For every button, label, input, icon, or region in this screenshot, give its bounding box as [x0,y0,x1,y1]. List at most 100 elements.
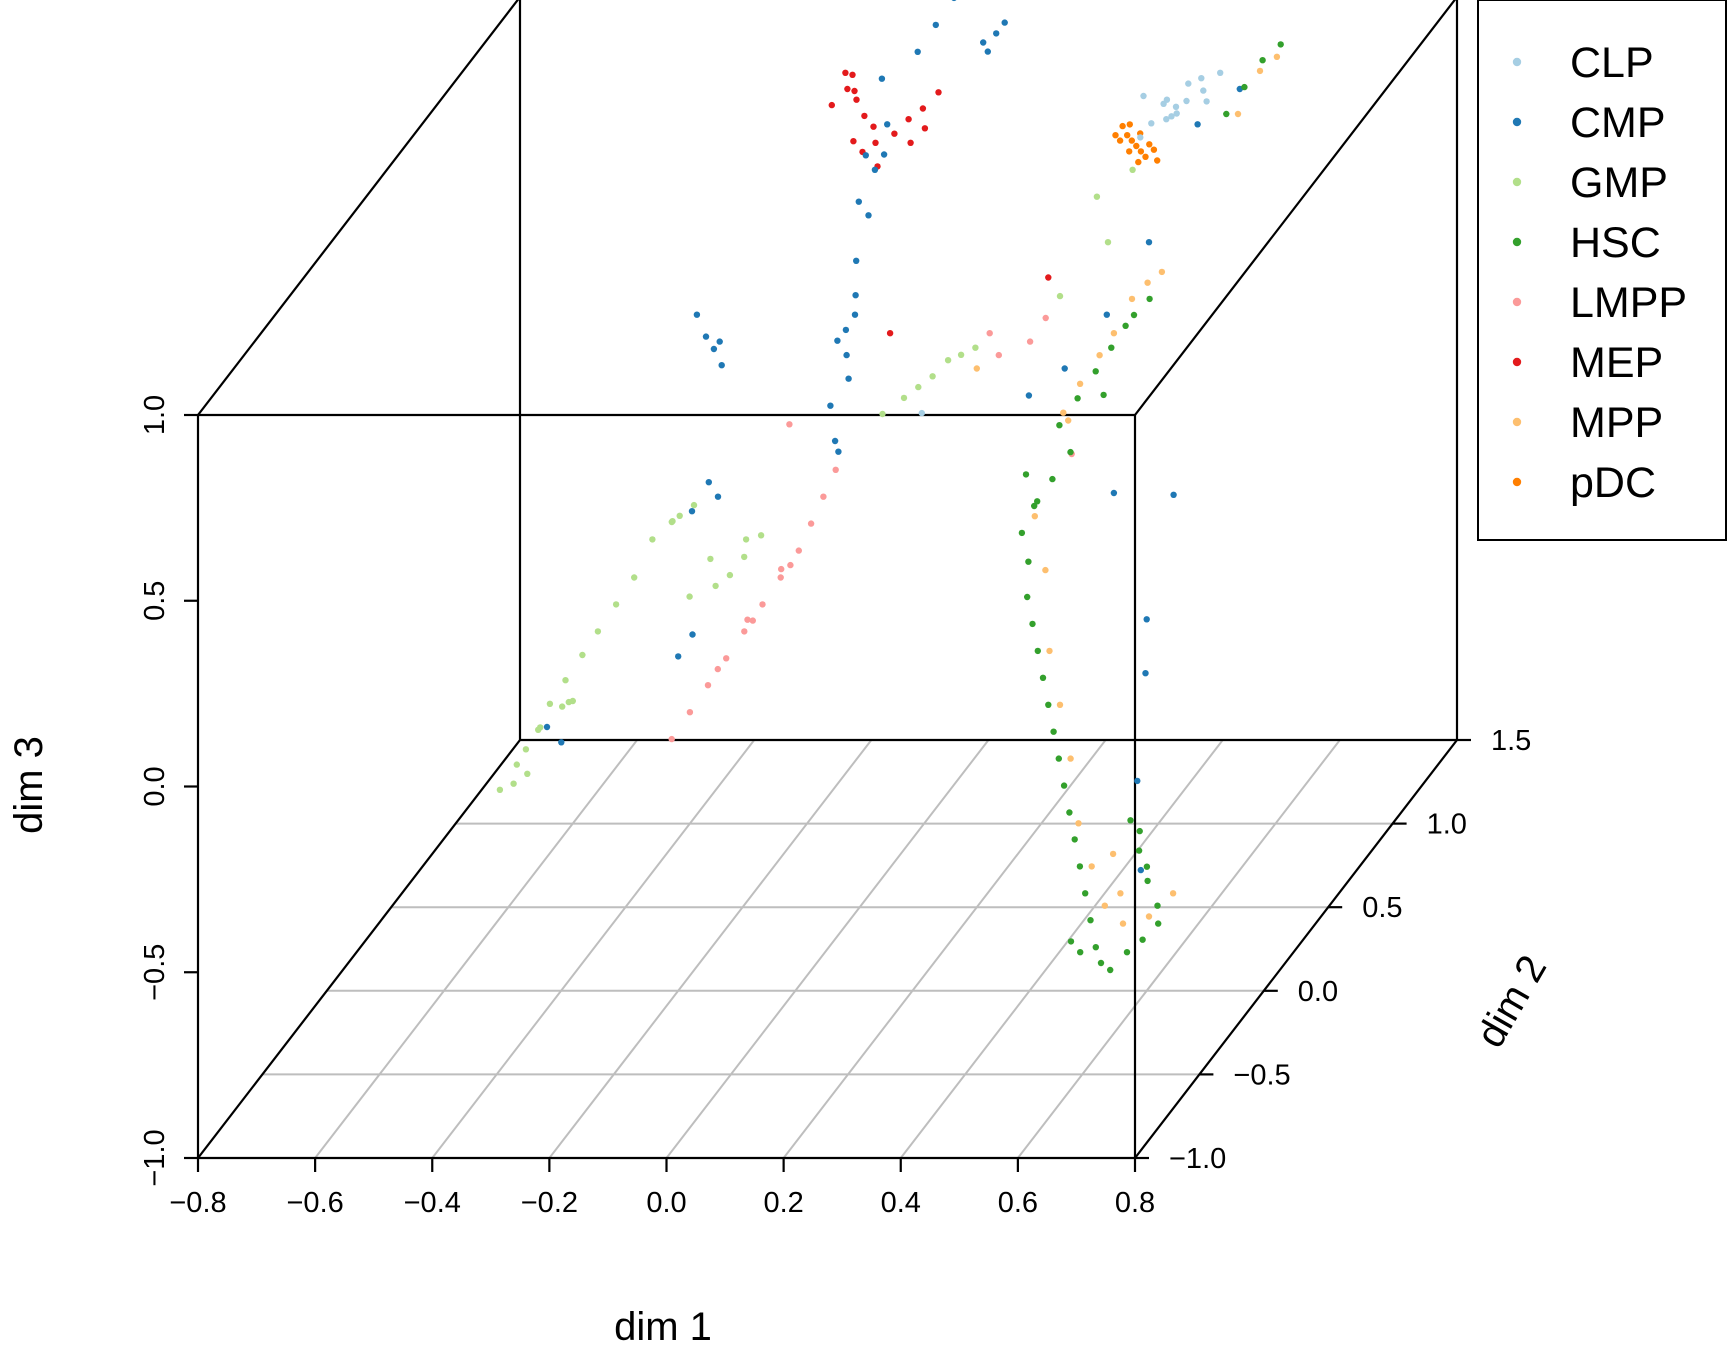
tick-label: −1.0 [139,1129,171,1186]
legend-marker [1512,117,1522,127]
data-point [569,697,576,705]
data-point [1158,268,1166,276]
data-point [865,212,872,219]
tick-label: −0.6 [287,1187,344,1219]
data-point [980,39,987,46]
tick-label: 1.5 [1491,725,1531,757]
data-point [689,631,696,638]
data-point [1039,674,1047,681]
data-point [828,101,835,109]
data-point [786,421,793,428]
data-point [757,532,765,539]
data-point [1130,311,1138,319]
data-point [842,326,850,334]
data-point [907,139,914,146]
legend-label: GMP [1570,159,1668,207]
tick-label: −0.4 [404,1187,461,1219]
data-point [562,677,569,684]
data-point [843,351,850,359]
data-point [1134,777,1141,785]
data-point [1119,122,1126,130]
tick-label: 0.5 [139,581,171,621]
box-edge [1134,739,1458,1159]
data-point [1109,850,1117,858]
data-point [1042,314,1049,322]
data-point [832,466,839,473]
tick-label: 1.0 [1427,809,1467,841]
data-point [631,574,638,581]
data-points [496,0,1284,974]
data-point [1018,529,1026,537]
data-point [1200,87,1207,94]
data-point [1135,158,1142,166]
data-point [1046,647,1053,655]
data-point [688,508,696,515]
data-point [891,130,898,137]
data-point [510,780,517,787]
data-point [1172,103,1180,111]
data-point [537,724,544,731]
data-point [1034,647,1042,655]
data-point [1077,949,1084,956]
data-point [702,333,710,340]
data-point [1061,365,1068,372]
data-point [880,151,888,158]
grid-line [665,739,990,1159]
data-point [886,330,894,337]
data-point [1126,148,1133,155]
data-point [675,653,682,660]
data-point [1194,121,1201,128]
tick-label: −0.5 [139,944,171,1001]
tick-label: 0.0 [646,1187,686,1219]
tick-label: −1.0 [1169,1143,1226,1175]
data-point [842,69,849,77]
data-point [884,121,891,128]
data-point [1185,80,1192,87]
data-point [749,617,756,624]
legend-label: CLP [1570,39,1654,87]
data-point [594,628,602,635]
data-point [871,166,879,173]
data-point [1155,920,1162,927]
data-point [787,561,794,569]
data-point [716,338,723,345]
data-point [1100,391,1107,399]
data-point [1137,148,1145,155]
data-point [1025,558,1032,565]
data-point [710,345,718,353]
data-point [872,139,879,146]
data-point [914,48,921,55]
data-point [1092,944,1100,951]
data-point [1067,938,1075,945]
data-point [579,651,586,659]
data-point [741,628,748,635]
data-point [759,601,766,608]
data-point [932,21,939,29]
data-point [1124,132,1131,139]
data-point [1122,322,1129,329]
data-point [849,71,856,79]
data-point [1143,616,1150,623]
data-point [851,311,859,318]
data-point [918,409,925,417]
data-point [1142,153,1149,160]
data-point [1066,809,1073,816]
legend-box [1477,0,1727,541]
data-point [1092,368,1099,375]
data-point [1060,782,1068,789]
data-point [668,735,675,743]
data-point [726,571,734,579]
legend-items: CLP CMP GMP HSC LMPP MEP MPP pDC [1512,39,1687,507]
data-point [1170,491,1177,498]
data-point [1029,620,1036,628]
data-point [944,357,952,364]
box-edge [1134,0,1457,416]
data-point [820,493,827,500]
data-point [1107,966,1114,974]
data-point [853,96,860,103]
data-point [1133,142,1140,150]
data-point [915,383,922,391]
data-point [741,553,748,561]
data-point [777,574,784,581]
data-point [513,761,520,768]
